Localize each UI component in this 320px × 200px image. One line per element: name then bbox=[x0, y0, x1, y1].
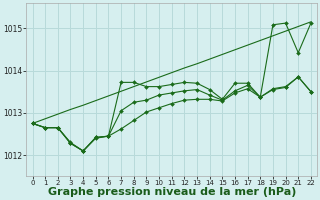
X-axis label: Graphe pression niveau de la mer (hPa): Graphe pression niveau de la mer (hPa) bbox=[48, 187, 296, 197]
